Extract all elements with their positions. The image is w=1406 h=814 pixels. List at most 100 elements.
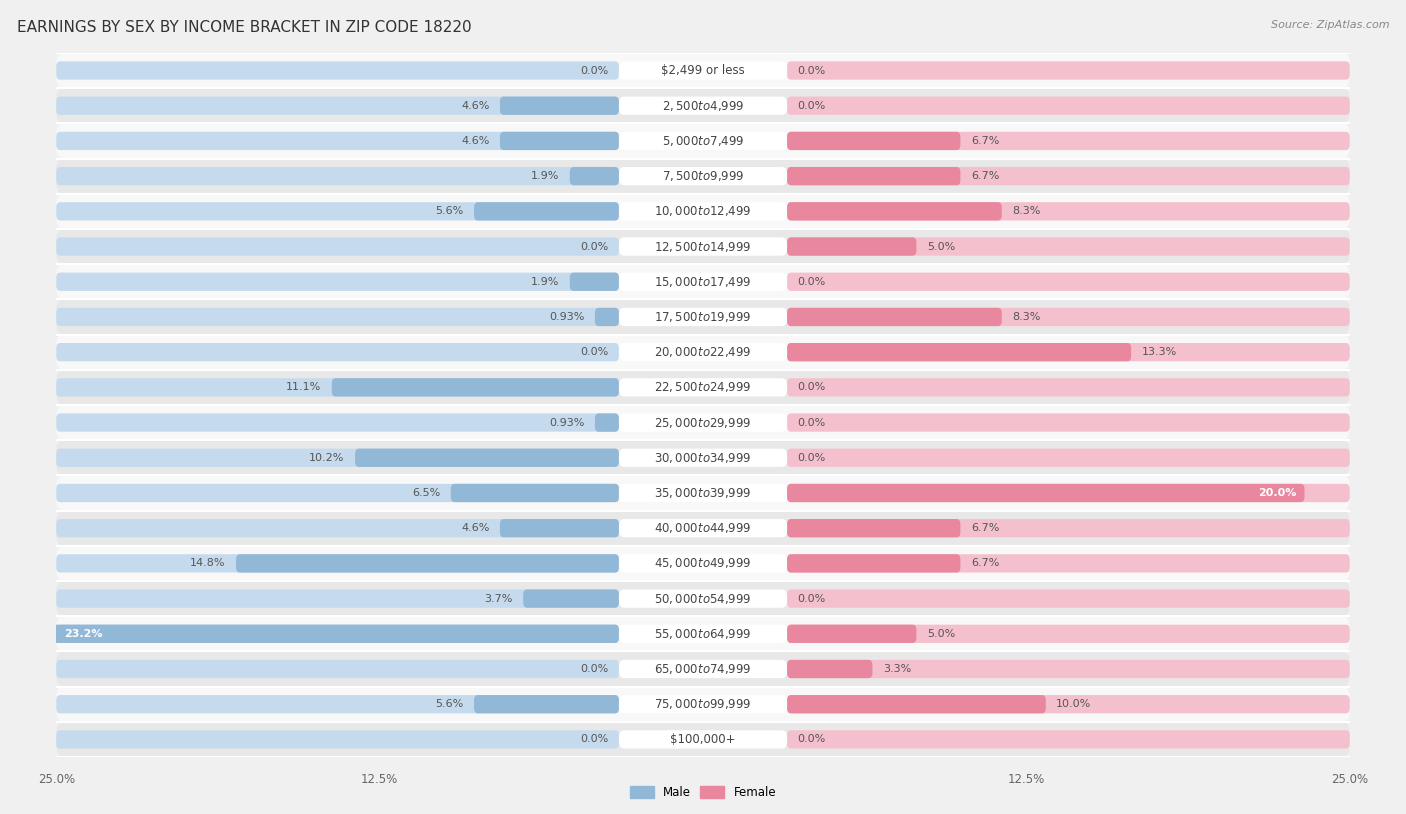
Text: $15,000 to $17,499: $15,000 to $17,499 xyxy=(654,275,752,289)
FancyBboxPatch shape xyxy=(787,484,1350,502)
Text: 10.0%: 10.0% xyxy=(1056,699,1091,709)
FancyBboxPatch shape xyxy=(595,414,619,431)
FancyBboxPatch shape xyxy=(56,238,619,256)
FancyBboxPatch shape xyxy=(787,695,1046,713)
Text: 0.0%: 0.0% xyxy=(797,277,825,287)
FancyBboxPatch shape xyxy=(56,616,1350,651)
FancyBboxPatch shape xyxy=(56,97,619,115)
FancyBboxPatch shape xyxy=(787,273,1350,291)
FancyBboxPatch shape xyxy=(619,484,787,502)
Text: 0.93%: 0.93% xyxy=(550,418,585,427)
Text: 13.3%: 13.3% xyxy=(1142,347,1177,357)
Text: $12,500 to $14,999: $12,500 to $14,999 xyxy=(654,239,752,253)
FancyBboxPatch shape xyxy=(56,167,619,186)
FancyBboxPatch shape xyxy=(18,624,619,643)
Text: 10.2%: 10.2% xyxy=(309,453,344,463)
FancyBboxPatch shape xyxy=(787,519,1350,537)
FancyBboxPatch shape xyxy=(332,379,619,396)
FancyBboxPatch shape xyxy=(787,167,960,186)
Text: 3.7%: 3.7% xyxy=(485,593,513,604)
Text: $2,500 to $4,999: $2,500 to $4,999 xyxy=(662,98,744,112)
FancyBboxPatch shape xyxy=(56,722,1350,757)
FancyBboxPatch shape xyxy=(787,343,1350,361)
FancyBboxPatch shape xyxy=(56,545,1350,581)
Text: Source: ZipAtlas.com: Source: ZipAtlas.com xyxy=(1271,20,1389,30)
FancyBboxPatch shape xyxy=(56,264,1350,300)
Text: 6.7%: 6.7% xyxy=(970,523,1000,533)
FancyBboxPatch shape xyxy=(56,61,619,80)
FancyBboxPatch shape xyxy=(523,589,619,608)
FancyBboxPatch shape xyxy=(56,308,619,326)
Text: $75,000 to $99,999: $75,000 to $99,999 xyxy=(654,698,752,711)
FancyBboxPatch shape xyxy=(787,519,960,537)
FancyBboxPatch shape xyxy=(787,202,1002,221)
Text: 0.0%: 0.0% xyxy=(797,101,825,111)
Text: $100,000+: $100,000+ xyxy=(671,733,735,746)
Text: $50,000 to $54,999: $50,000 to $54,999 xyxy=(654,592,752,606)
Text: $10,000 to $12,499: $10,000 to $12,499 xyxy=(654,204,752,218)
Text: 8.3%: 8.3% xyxy=(1012,312,1040,322)
FancyBboxPatch shape xyxy=(501,519,619,537)
Text: 0.0%: 0.0% xyxy=(581,65,609,76)
FancyBboxPatch shape xyxy=(787,97,1350,115)
Text: 5.6%: 5.6% xyxy=(436,699,464,709)
FancyBboxPatch shape xyxy=(787,238,1350,256)
FancyBboxPatch shape xyxy=(787,202,1350,221)
Text: 1.9%: 1.9% xyxy=(531,277,560,287)
Text: 5.0%: 5.0% xyxy=(927,628,955,639)
Text: 4.6%: 4.6% xyxy=(461,101,489,111)
FancyBboxPatch shape xyxy=(451,484,619,502)
FancyBboxPatch shape xyxy=(474,695,619,713)
FancyBboxPatch shape xyxy=(236,554,619,572)
FancyBboxPatch shape xyxy=(501,97,619,115)
FancyBboxPatch shape xyxy=(56,88,1350,123)
Text: $17,500 to $19,999: $17,500 to $19,999 xyxy=(654,310,752,324)
FancyBboxPatch shape xyxy=(619,273,787,291)
FancyBboxPatch shape xyxy=(787,343,1132,361)
FancyBboxPatch shape xyxy=(787,132,960,150)
FancyBboxPatch shape xyxy=(56,695,619,713)
FancyBboxPatch shape xyxy=(619,202,787,221)
FancyBboxPatch shape xyxy=(787,695,1350,713)
Text: 0.0%: 0.0% xyxy=(797,418,825,427)
Text: 0.0%: 0.0% xyxy=(581,734,609,745)
Text: 0.0%: 0.0% xyxy=(581,347,609,357)
FancyBboxPatch shape xyxy=(619,97,787,115)
FancyBboxPatch shape xyxy=(56,554,619,572)
FancyBboxPatch shape xyxy=(619,167,787,186)
Text: 6.5%: 6.5% xyxy=(412,488,440,498)
FancyBboxPatch shape xyxy=(56,581,1350,616)
Text: $35,000 to $39,999: $35,000 to $39,999 xyxy=(654,486,752,500)
FancyBboxPatch shape xyxy=(356,449,619,467)
FancyBboxPatch shape xyxy=(619,554,787,572)
FancyBboxPatch shape xyxy=(787,554,960,572)
FancyBboxPatch shape xyxy=(787,414,1350,431)
FancyBboxPatch shape xyxy=(56,651,1350,686)
FancyBboxPatch shape xyxy=(56,132,619,150)
FancyBboxPatch shape xyxy=(56,414,619,431)
FancyBboxPatch shape xyxy=(56,519,619,537)
FancyBboxPatch shape xyxy=(787,449,1350,467)
FancyBboxPatch shape xyxy=(56,194,1350,229)
Text: 0.0%: 0.0% xyxy=(797,65,825,76)
FancyBboxPatch shape xyxy=(619,61,787,80)
Text: 6.7%: 6.7% xyxy=(970,558,1000,568)
FancyBboxPatch shape xyxy=(787,308,1350,326)
FancyBboxPatch shape xyxy=(56,510,1350,545)
FancyBboxPatch shape xyxy=(56,379,619,396)
Text: $25,000 to $29,999: $25,000 to $29,999 xyxy=(654,416,752,430)
Text: $2,499 or less: $2,499 or less xyxy=(661,64,745,77)
FancyBboxPatch shape xyxy=(787,660,873,678)
Text: $20,000 to $22,499: $20,000 to $22,499 xyxy=(654,345,752,359)
FancyBboxPatch shape xyxy=(56,300,1350,335)
Text: $40,000 to $44,999: $40,000 to $44,999 xyxy=(654,521,752,535)
FancyBboxPatch shape xyxy=(569,273,619,291)
FancyBboxPatch shape xyxy=(787,554,1350,572)
FancyBboxPatch shape xyxy=(56,123,1350,159)
Text: 8.3%: 8.3% xyxy=(1012,206,1040,217)
FancyBboxPatch shape xyxy=(787,379,1350,396)
Text: 0.0%: 0.0% xyxy=(797,734,825,745)
Text: 6.7%: 6.7% xyxy=(970,136,1000,146)
Text: 4.6%: 4.6% xyxy=(461,136,489,146)
Text: 0.0%: 0.0% xyxy=(797,383,825,392)
